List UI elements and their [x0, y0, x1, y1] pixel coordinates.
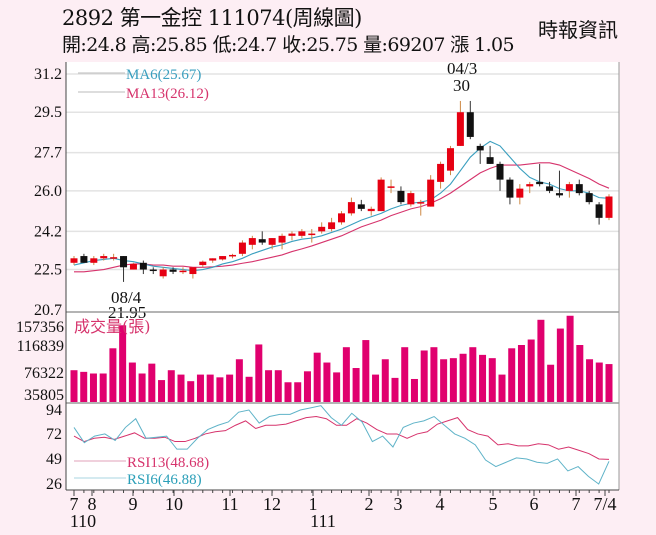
svg-text:26: 26 — [46, 476, 62, 493]
source-label: 時報資訊 — [538, 18, 618, 42]
low-date-annotation: 08/4 — [111, 288, 142, 307]
ohlc-stats: 開:24.8 高:25.85 低:24.7 收:25.75 量:69207 漲 … — [62, 34, 515, 56]
svg-text:1: 1 — [309, 494, 318, 514]
svg-text:2: 2 — [365, 494, 374, 514]
volume-bars — [70, 315, 613, 402]
svg-text:76322: 76322 — [24, 365, 64, 382]
svg-text:12: 12 — [263, 494, 281, 514]
high-value-annotation: 30 — [453, 76, 470, 95]
svg-text:157356: 157356 — [16, 319, 64, 336]
volume-legend: 成交量(張) — [74, 317, 151, 336]
svg-text:94: 94 — [46, 402, 62, 419]
svg-text:7/4: 7/4 — [593, 494, 616, 514]
svg-text:6: 6 — [530, 494, 539, 514]
svg-text:11: 11 — [221, 494, 238, 514]
svg-text:4: 4 — [436, 494, 445, 514]
svg-text:20.7: 20.7 — [34, 302, 62, 319]
svg-text:27.7: 27.7 — [34, 145, 62, 162]
legends: MA6(25.67) MA13(26.12) 成交量(張) RSI13(48.6… — [74, 67, 209, 488]
rsi13-legend: RSI13(48.68) — [127, 455, 209, 471]
candlesticks — [70, 100, 613, 282]
rsi6-legend: RSI6(46.88) — [127, 472, 202, 488]
rsi-lines — [73, 405, 610, 485]
svg-text:31.2: 31.2 — [34, 66, 62, 83]
svg-text:26.0: 26.0 — [34, 183, 62, 200]
svg-text:7: 7 — [572, 494, 581, 514]
svg-text:3: 3 — [394, 494, 403, 514]
svg-text:49: 49 — [46, 451, 62, 468]
svg-text:116839: 116839 — [17, 338, 64, 355]
svg-text:5: 5 — [489, 494, 498, 514]
svg-text:7: 7 — [70, 494, 79, 514]
ma6-legend: MA6(25.67) — [126, 67, 201, 83]
svg-text:9: 9 — [129, 494, 138, 514]
svg-text:35805: 35805 — [24, 387, 64, 404]
svg-text:22.5: 22.5 — [34, 262, 62, 279]
high-date-annotation: 04/3 — [447, 59, 477, 78]
svg-text:24.2: 24.2 — [34, 223, 62, 240]
svg-text:29.5: 29.5 — [34, 104, 62, 121]
svg-text:110: 110 — [70, 511, 96, 531]
svg-text:10: 10 — [165, 494, 183, 514]
svg-text:8: 8 — [88, 494, 97, 514]
svg-text:72: 72 — [46, 426, 62, 443]
svg-text:111: 111 — [310, 511, 336, 531]
ma13-legend: MA13(26.12) — [126, 86, 209, 102]
chart-title: 2892 第一金控 111074(周線圖) — [62, 6, 362, 30]
plot-area — [66, 62, 619, 490]
price-gridlines — [66, 73, 619, 271]
